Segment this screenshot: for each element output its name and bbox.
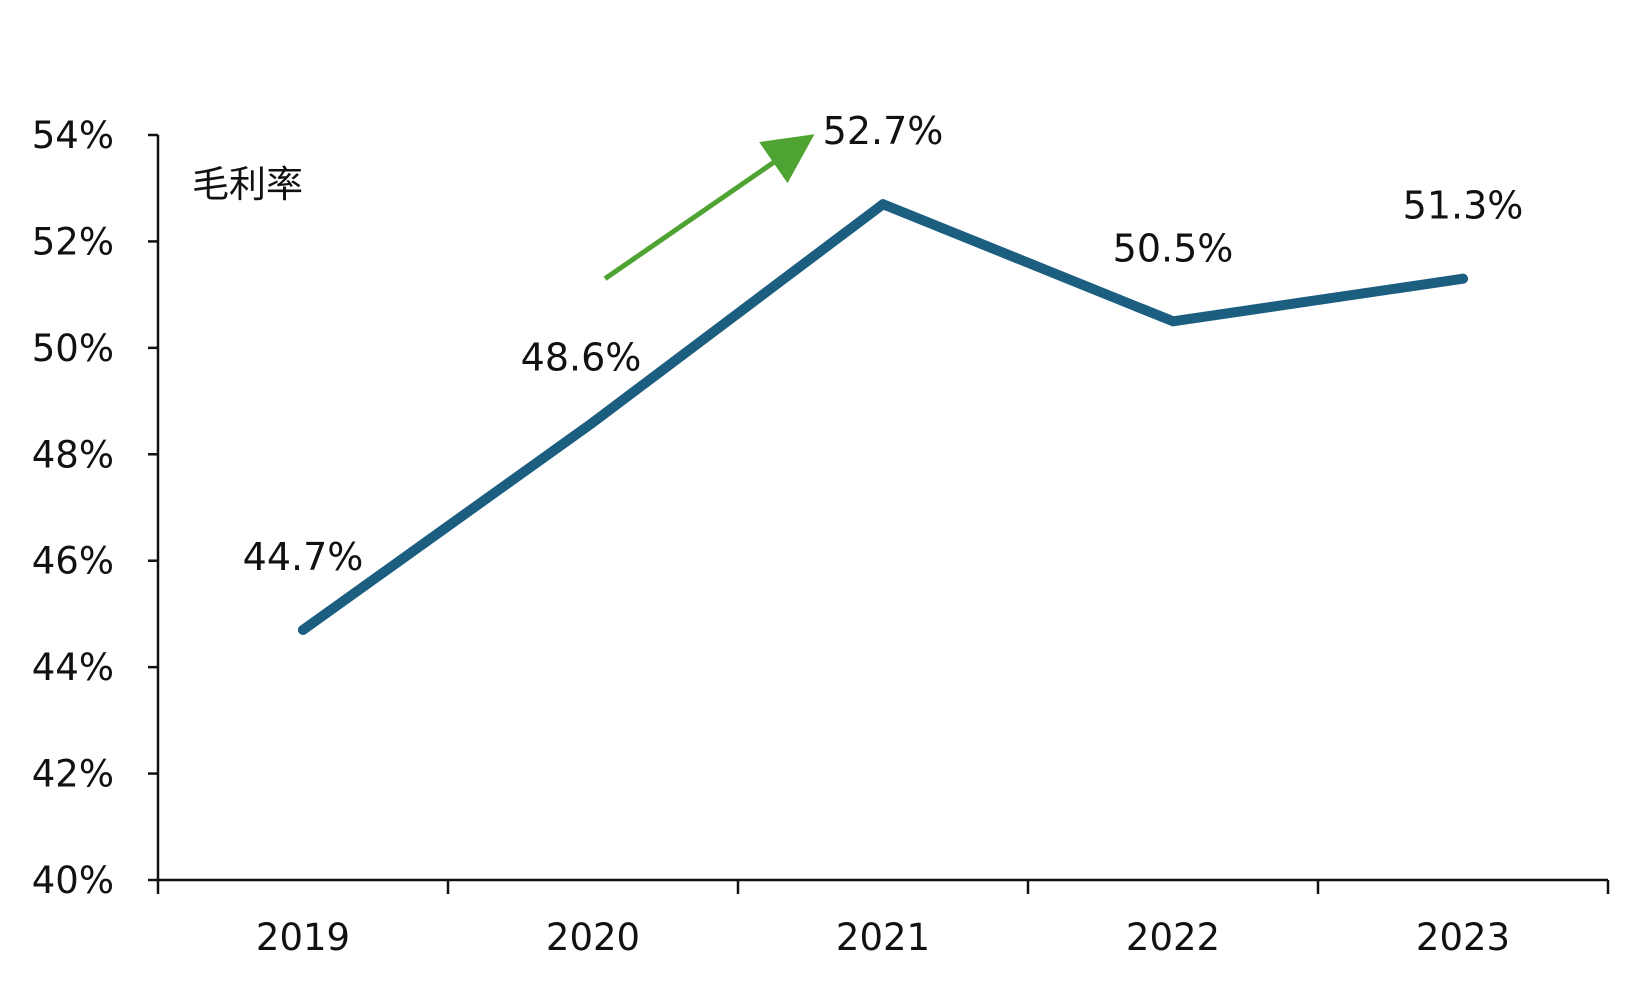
y-tick-label: 46% <box>32 540 114 583</box>
x-tick-label: 2020 <box>546 916 640 959</box>
data-label: 50.5% <box>1113 226 1234 270</box>
x-tick-label: 2019 <box>256 916 350 959</box>
x-tick-label: 2023 <box>1416 916 1510 959</box>
x-tick-label: 2022 <box>1126 916 1220 959</box>
y-tick-label: 42% <box>32 753 114 796</box>
data-point <box>1458 273 1468 284</box>
y-tick-label: 48% <box>32 433 114 476</box>
x-tick-label: 2021 <box>836 916 930 959</box>
series-name-label: 毛利率 <box>192 163 303 206</box>
data-point <box>1168 316 1178 327</box>
data-label: 51.3% <box>1403 184 1524 228</box>
y-tick-label: 44% <box>32 646 114 689</box>
series-line <box>298 199 1468 635</box>
data-label: 44.7% <box>243 535 364 579</box>
data-label: 48.6% <box>521 335 642 379</box>
y-tick-label: 40% <box>32 859 114 902</box>
y-tick-label: 54% <box>32 114 114 157</box>
data-label: 52.7% <box>823 109 944 153</box>
data-point <box>878 199 888 210</box>
y-tick-label: 52% <box>32 220 114 263</box>
y-tick-label: 50% <box>32 327 114 370</box>
data-point <box>588 417 598 428</box>
trend-arrow-icon <box>603 134 815 281</box>
data-point <box>298 624 308 635</box>
